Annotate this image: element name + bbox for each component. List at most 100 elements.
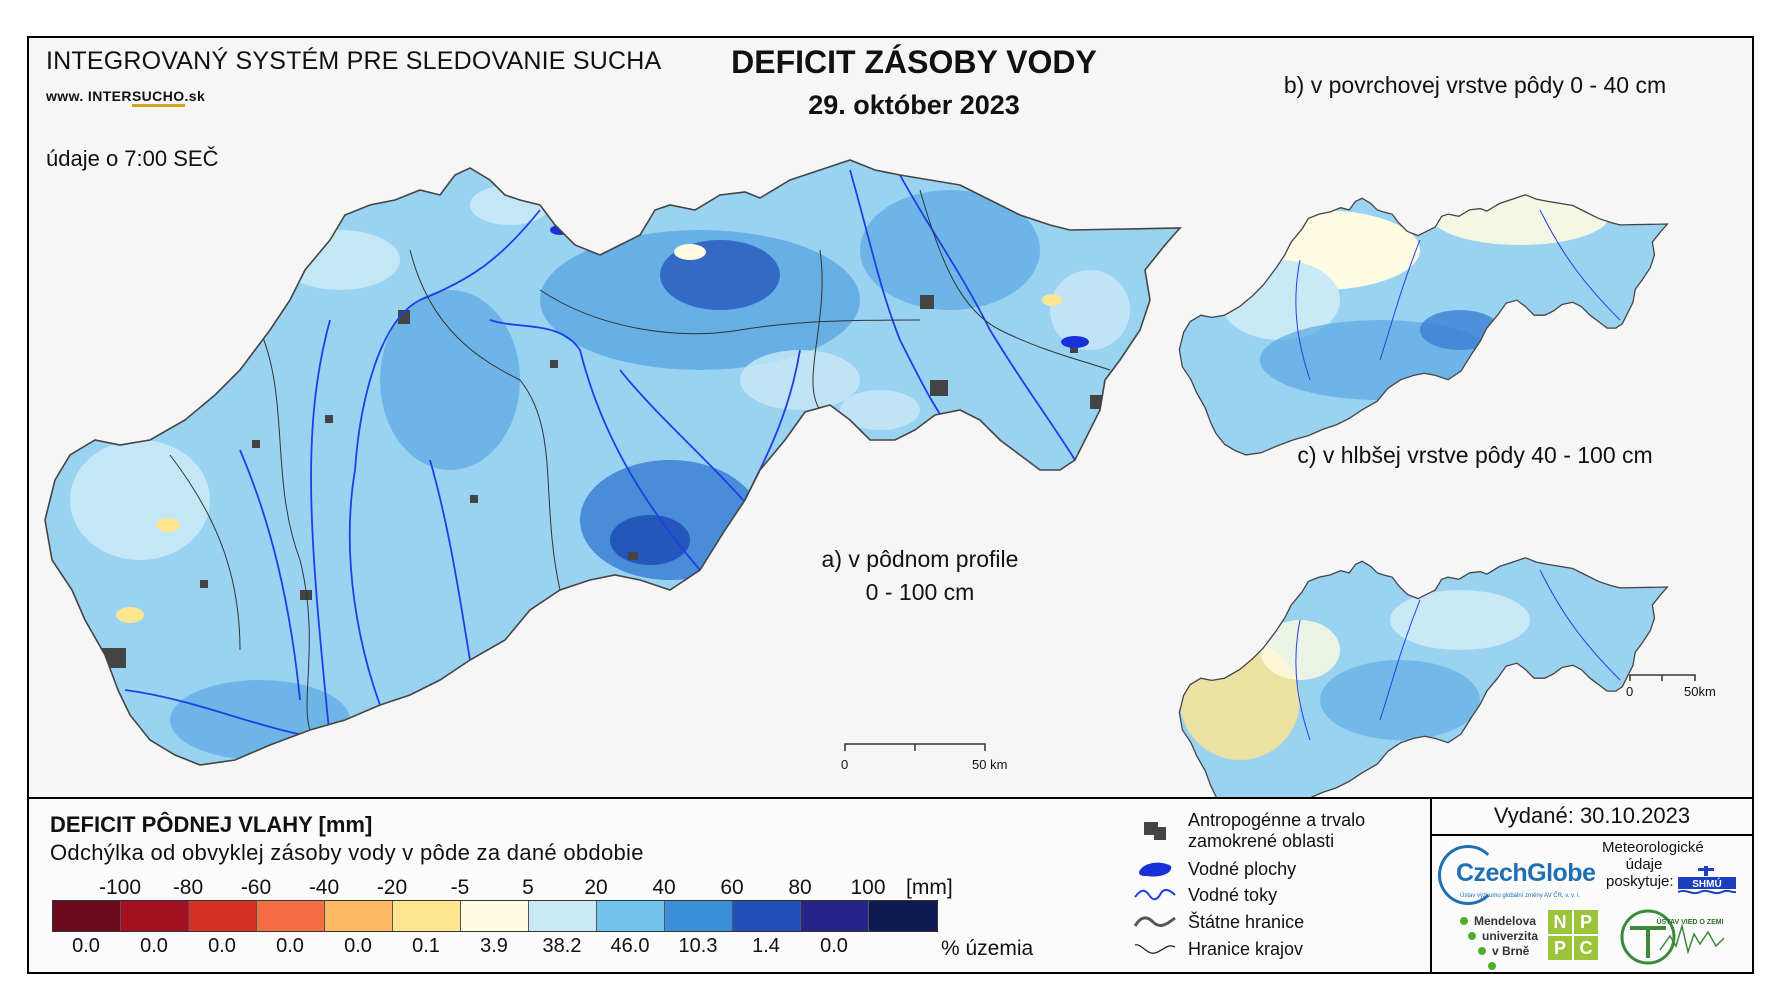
- legend-percentage: 46.0: [610, 935, 650, 957]
- legend-swatch: [869, 901, 937, 931]
- mendel-line1: Mendelova: [1474, 914, 1537, 928]
- mendel-dot-icon: [1460, 917, 1468, 925]
- main-scale-start: 0: [841, 757, 849, 772]
- legend-tick: 20: [584, 876, 608, 899]
- legend-swatch: [529, 901, 597, 931]
- legend-tick: -100: [98, 876, 142, 899]
- nppc-letter: P: [1574, 910, 1598, 934]
- water-body-icon: [1132, 857, 1178, 881]
- legend-percentage: 0.0: [208, 935, 236, 957]
- legend-swatch: [393, 901, 461, 931]
- nppc-logo: N P P C: [1548, 910, 1598, 960]
- legend-color-bar: [52, 900, 938, 932]
- legend-swatch: [325, 901, 393, 931]
- water-bodies-label: Vodné plochy: [1188, 858, 1297, 879]
- legend-swatch: [597, 901, 665, 931]
- legend-tick: 80: [788, 876, 812, 899]
- main-date-wrap: 29. október 2023: [0, 90, 1772, 121]
- map-date: 29. október 2023: [808, 90, 1020, 120]
- anthropogenic-icon: [1132, 819, 1178, 843]
- legend-percentage: 0.0: [276, 935, 304, 957]
- inset-c-caption: c) v hlbšej vrstve pôdy 40 - 100 cm: [1297, 442, 1653, 468]
- legend-tick: 5: [522, 876, 534, 899]
- mendel-university-logo: Mendelova univerzita v Brně: [1460, 914, 1538, 974]
- czechglobe-ring-icon: [1438, 845, 1498, 905]
- inset-scale-start: 0: [1626, 684, 1634, 699]
- legend-swatch: [257, 901, 325, 931]
- legend-tick: 60: [720, 876, 744, 899]
- legend-swatch: [189, 901, 257, 931]
- anthropogenic-label: Antropogénne a trvalo zamokrené oblasti: [1188, 810, 1366, 851]
- legend-swatch: [733, 901, 801, 931]
- legend-percentage: 10.3: [678, 935, 718, 957]
- main-title: DEFICIT ZÁSOBY VODY: [731, 44, 1097, 80]
- percent-area-label: % územia: [941, 937, 1034, 960]
- mendel-line3: v Brně: [1492, 944, 1530, 958]
- inset-scale-end: 50km: [1684, 684, 1716, 699]
- url-prefix: www. INTER: [46, 88, 132, 104]
- issued-box: [1430, 797, 1754, 974]
- symbol-state-border: Štátne hranice: [1132, 910, 1304, 934]
- legend-percentage: 0.0: [344, 935, 372, 957]
- meteo-line1: Meteorologické: [1602, 839, 1704, 856]
- main-caption-line2: 0 - 100 cm: [865, 579, 975, 605]
- shmu-text: SHMÚ: [1692, 877, 1721, 890]
- czechglobe-name: CzechGlobe: [1456, 859, 1596, 887]
- legend-swatch: [121, 901, 189, 931]
- inset-scale-bar: [1629, 674, 1696, 681]
- symbol-water-bodies: Vodné plochy: [1132, 857, 1296, 881]
- inset-b-caption: b) v povrchovej vrstve pôdy 0 - 40 cm: [1283, 72, 1667, 98]
- streams-label: Vodné toky: [1188, 884, 1278, 905]
- nppc-letter: N: [1548, 910, 1572, 934]
- symbol-anthropogenic: Antropogénne a trvalo zamokrené oblasti: [1132, 810, 1388, 852]
- nppc-letter: C: [1574, 936, 1598, 960]
- legend-unit: [mm]: [906, 876, 953, 899]
- regional-border-label: Hranice krajov: [1188, 938, 1304, 959]
- legend-swatch: [53, 901, 121, 931]
- shmu-logo: SHMÚ: [1677, 866, 1737, 895]
- legend-percentage: 0.0: [140, 935, 168, 957]
- legend-tick: -40: [308, 876, 340, 899]
- legend-percentage: 38.2: [542, 935, 582, 957]
- legend-swatch: [665, 901, 733, 931]
- issued-divider: [1430, 834, 1754, 836]
- meteo-line3: poskytuje:: [1606, 873, 1674, 890]
- ustav-text: ÚSTAV VIED O ZEMI: [1656, 917, 1723, 926]
- state-border-label: Štátne hranice: [1188, 911, 1305, 932]
- stream-icon: [1132, 883, 1178, 907]
- state-border-icon: [1132, 910, 1178, 934]
- legend-percentage: 1.4: [752, 935, 780, 957]
- website-url[interactable]: www. INTERSUCHO.sk: [46, 88, 206, 107]
- issued-date: Vydané: 30.10.2023: [1493, 803, 1691, 828]
- symbol-regional-border: Hranice krajov: [1132, 937, 1303, 961]
- legend-tick: -80: [172, 876, 204, 899]
- mendel-dot-icon: [1488, 962, 1496, 970]
- system-title: INTEGROVANÝ SYSTÉM PRE SLEDOVANIE SUCHA: [46, 47, 662, 75]
- mendel-line2: univerzita: [1482, 929, 1539, 943]
- legend-subtitle: Odchýlka od obvyklej zásoby vody v pôde …: [50, 840, 644, 865]
- nppc-letter: P: [1548, 936, 1572, 960]
- mendel-dot-icon: [1468, 932, 1476, 940]
- url-suffix: .sk: [184, 88, 206, 104]
- legend-tick: -20: [376, 876, 408, 899]
- main-scale-end: 50 km: [972, 757, 1008, 772]
- observation-time: údaje o 7:00 SEČ: [46, 146, 219, 171]
- czechglobe-subtitle: Ústav výzkumu globální změny AV ČR, v. v…: [1460, 893, 1581, 899]
- czechglobe-logo: CzechGlobe Ústav výzkumu globální změny …: [1438, 841, 1598, 911]
- legend-swatch: [461, 901, 529, 931]
- legend-percentage: 0.0: [72, 935, 100, 957]
- symbol-streams: Vodné toky: [1132, 883, 1277, 907]
- legend-tick: 40: [652, 876, 676, 899]
- legend-tick: 100: [850, 876, 886, 899]
- legend-percentage: 0.1: [412, 935, 440, 957]
- ustav-vied-o-zemi-logo: ÚSTAV VIED O ZEMI: [1620, 909, 1725, 965]
- url-highlight: SUCHO: [131, 88, 185, 107]
- legend-percentage: 0.0: [820, 935, 848, 957]
- mendel-dot-icon: [1478, 947, 1486, 955]
- main-scale-bar: [844, 743, 986, 751]
- legend-percentage: 3.9: [480, 935, 508, 957]
- legend-tick: -5: [450, 876, 470, 899]
- meteo-provider-text: Meteorologické údaje poskytuje:: [1602, 839, 1704, 890]
- main-title-wrap: DEFICIT ZÁSOBY VODY: [0, 44, 1772, 81]
- main-caption: a) v pôdnom profile 0 - 100 cm: [790, 546, 1050, 606]
